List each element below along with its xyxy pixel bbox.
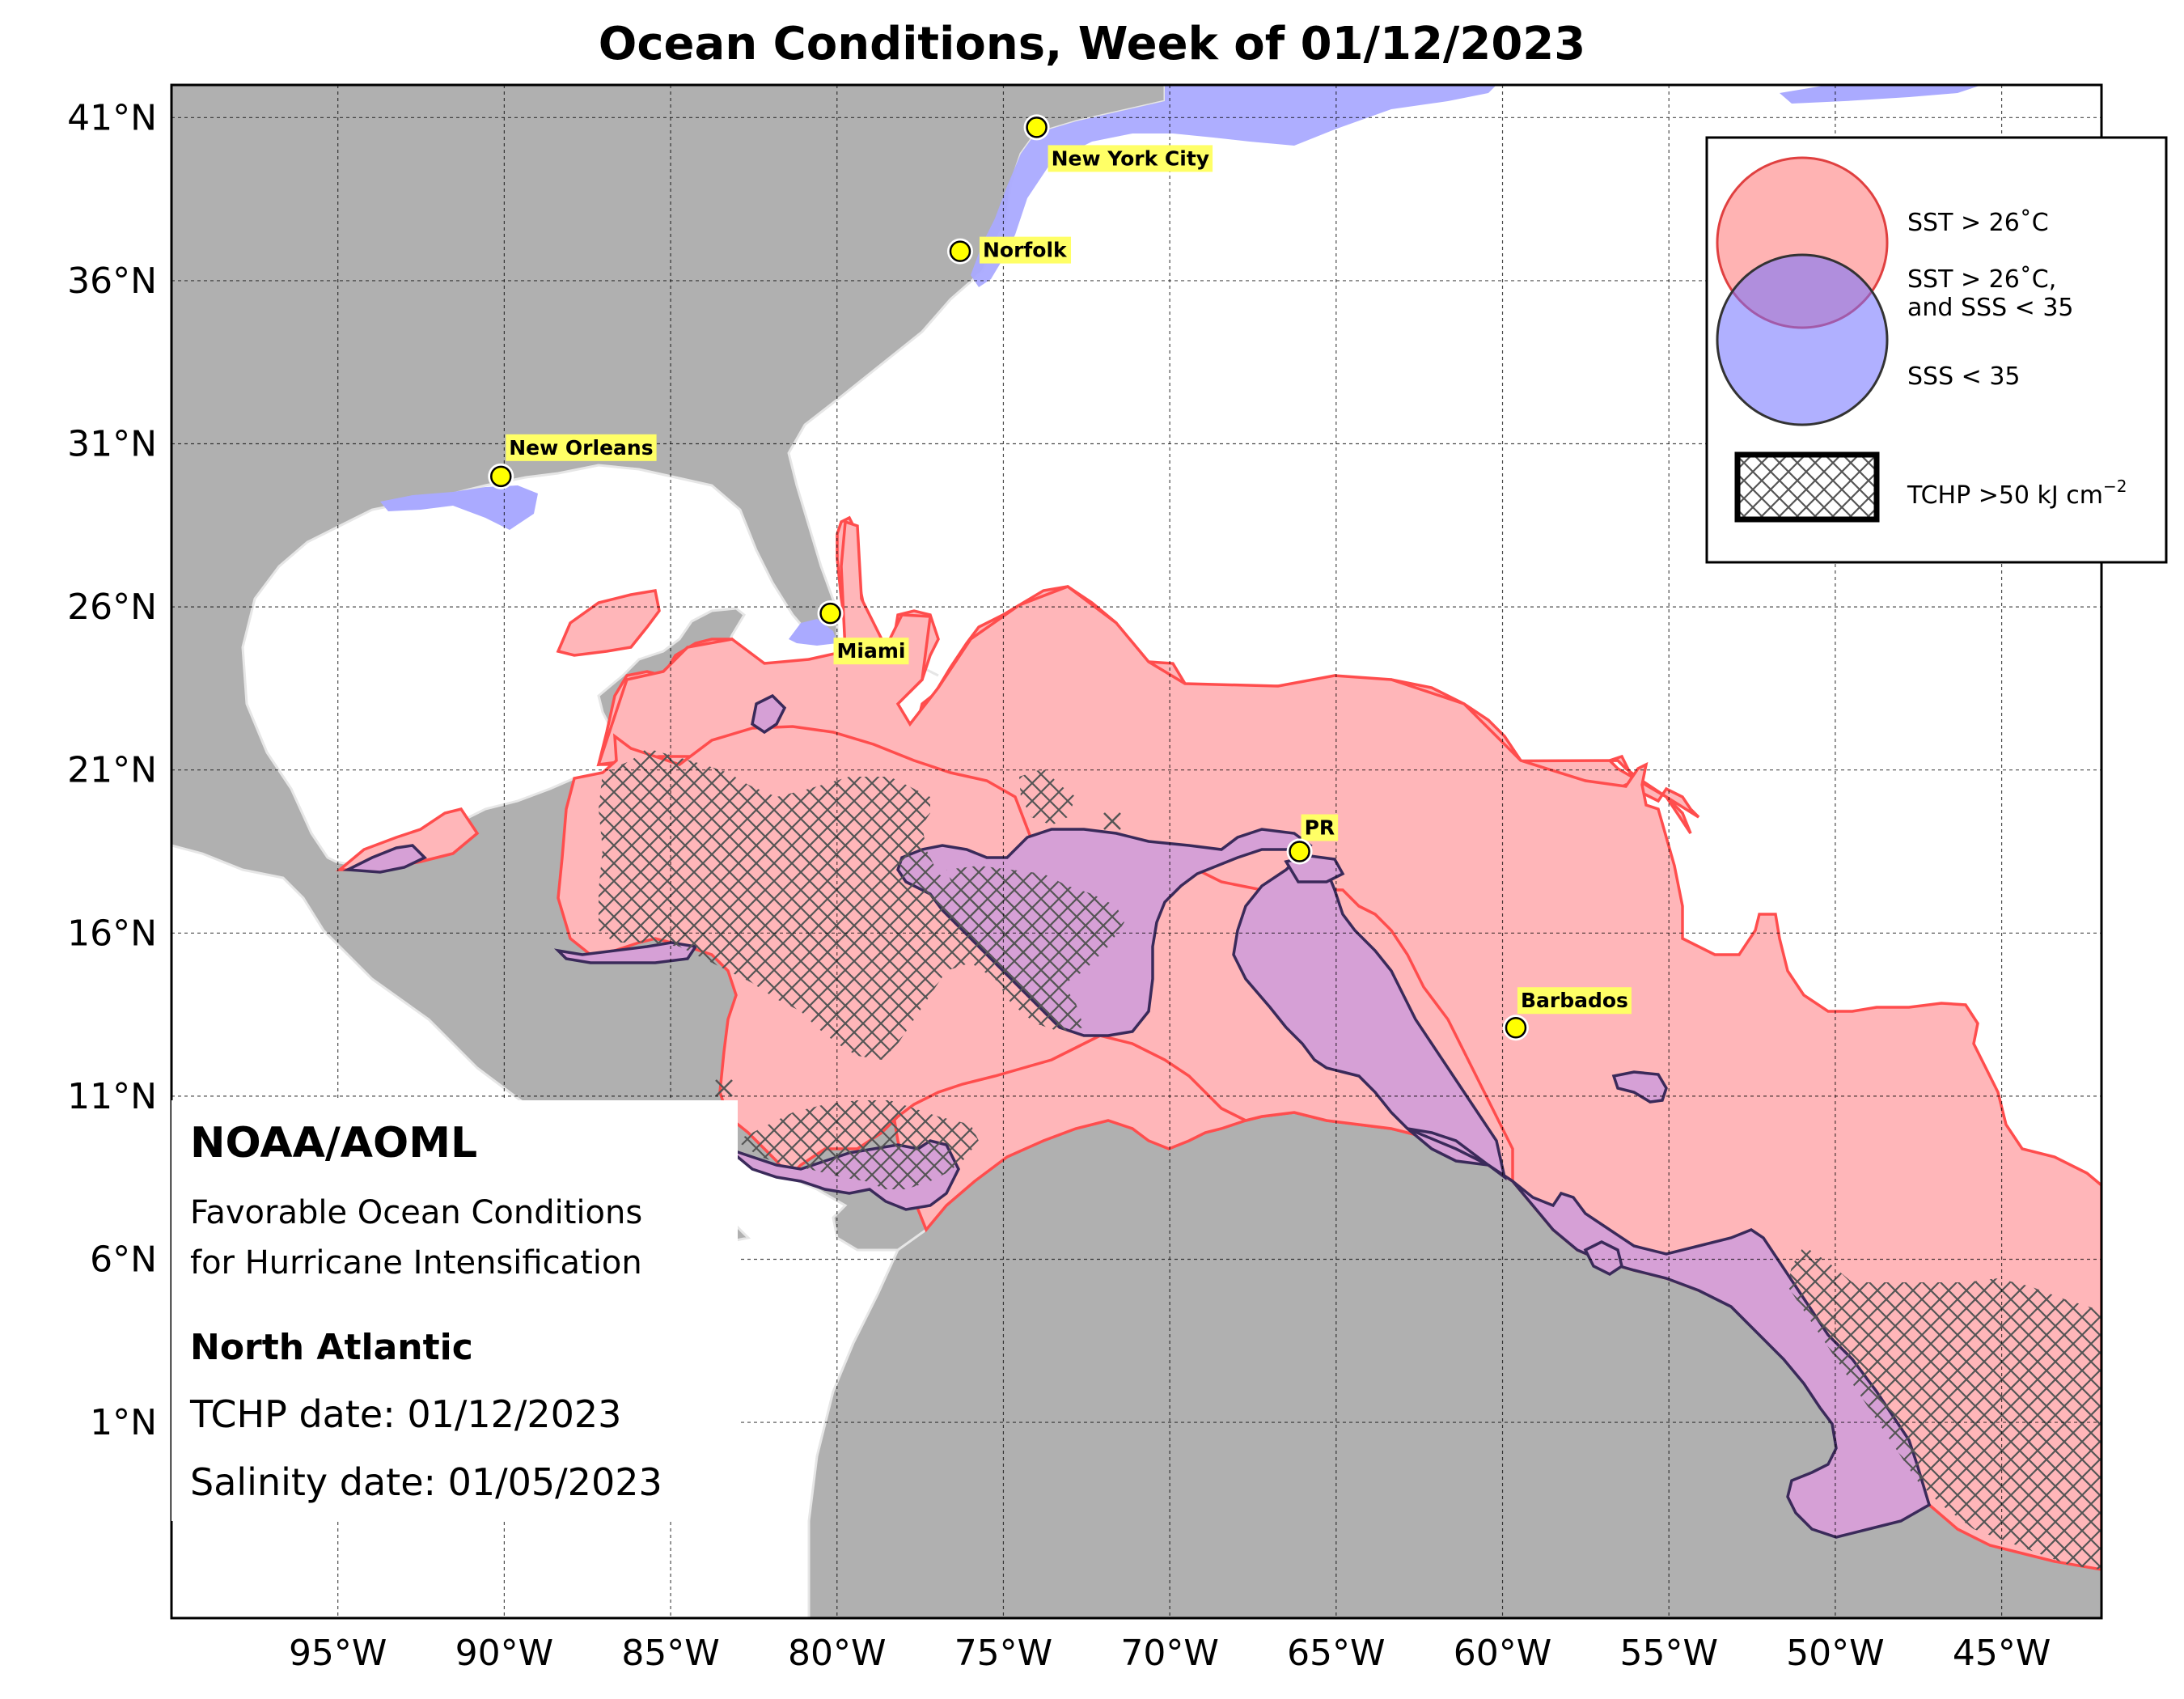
city-label: PR [1305,816,1335,840]
tchp-region-colombia [736,1100,979,1189]
city-label-background [979,236,1072,264]
latitude-tick-label: 26°N [67,587,157,628]
city-marker: New Orleans [488,434,657,489]
city-dot [949,240,971,262]
longitude-tick-label: 90°W [455,1633,554,1674]
longitude-tick-label: 60°W [1454,1633,1552,1674]
city-label: Barbados [1521,989,1628,1012]
legend-tchp-label: TCHP >50 kJ cm−2 [1907,477,2127,510]
tchp-region-south-atlantic [1788,1246,2101,1570]
city-marker: PR [1286,814,1339,865]
longitude-tick-label: 45°W [1953,1633,2051,1674]
map-title: Ocean Conditions, Week of 01/12/2023 [598,18,1586,70]
legend-overlap-label-line2: and SSS < 35 [1907,294,2074,322]
sss-region-miami [789,619,837,646]
city-dot [819,602,841,625]
city-dot [1289,841,1310,862]
city-marker: Barbados [1502,987,1632,1041]
longitude-tick-label: 75°W [954,1633,1053,1674]
city-label-background [1301,814,1339,841]
overlap-region-gulf-west [342,844,427,874]
city-dot [490,465,512,488]
city-label-background [1517,987,1632,1015]
latitude-tick-label: 31°N [67,424,157,465]
latitude-tick-label: 36°N [67,261,157,302]
legend-tchp-exponent: −2 [2103,477,2127,496]
sss-region-northeast-coast [971,85,1496,287]
city-label: Miami [837,639,906,663]
city-label: New York City [1052,146,1209,170]
tchp-region-haiti-south [946,866,1124,995]
city-label: Norfolk [983,239,1068,262]
latitude-tick-label: 11°N [67,1076,157,1117]
city-marker: Miami [817,600,909,665]
plot-frame [170,83,2103,1620]
info-panel: NOAA/AOML Favorable Ocean Conditions for… [171,1100,738,1521]
region-label: North Atlantic [190,1327,473,1368]
tchp-date: TCHP date: 01/12/2023 [189,1392,621,1436]
legend-sss-label: SSS < 35 [1907,362,2021,391]
longitude-tick-label: 85°W [621,1633,720,1674]
legend-overlap-label-line1: SST > 26˚C, [1907,265,2056,294]
overlap-region-florida [751,693,787,735]
legend-tchp-swatch [1734,451,1880,523]
info-panel-background [171,1100,738,1521]
description-line-1: Favorable Ocean Conditions [190,1194,642,1231]
tchp-small-marks [715,812,1121,1097]
longitude-tick-label: 50°W [1786,1633,1885,1674]
legend-sss-circle [1716,253,1889,426]
city-marker: New York City [1023,114,1213,172]
city-label-background [833,638,909,665]
longitude-tick-label: 95°W [289,1633,387,1674]
longitude-tick-label: 65°W [1287,1633,1386,1674]
city-label: New Orleans [509,436,653,460]
sss-region-louisiana [380,485,538,530]
city-markers: New York City Norfolk New Orleans Miami PR Ba… [488,114,1632,1041]
city-label-background [506,434,657,461]
latitude-tick-label: 21°N [67,750,157,791]
overlap-region-guiana-islet [1583,1240,1623,1277]
latitude-tick-label: 16°N [67,913,157,954]
longitude-tick-label: 55°W [1619,1633,1718,1674]
sss-region-far-northeast [1780,85,1982,104]
legend-tchp-text: TCHP >50 kJ cm [1907,481,2103,510]
overlap-region-barbados-east [1611,1070,1668,1104]
latitude-tick-label: 41°N [67,97,157,138]
longitude-tick-labels: 95°W 90°W 85°W 80°W 75°W 70°W 65°W 60°W 55°W 50°W… [289,1633,2051,1674]
salinity-date: Salinity date: 01/05/2023 [190,1460,662,1504]
tchp-region-western-caribbean [599,748,1084,1060]
city-dot [1505,1016,1527,1039]
city-dot [1026,117,1048,138]
description-line-2: for Hurricane Intensification [190,1244,642,1282]
longitude-tick-label: 70°W [1120,1633,1219,1674]
latitude-tick-label: 1°N [90,1402,157,1443]
city-marker: Norfolk [946,236,1072,265]
longitude-tick-label: 80°W [788,1633,887,1674]
tchp-region-cayman [1019,769,1076,825]
org-label: NOAA/AOML [190,1119,477,1167]
latitude-tick-label: 6°N [90,1239,157,1280]
legend-sst-label: SST > 26˚C [1907,209,2049,237]
latitude-tick-labels: 41°N 36°N 31°N 26°N 21°N 16°N 11°N 6°N 1°N [67,97,157,1443]
legend: SST > 26˚C SST > 26˚C, and SSS < 35 SSS … [1705,136,2168,564]
city-label-background [1048,145,1213,172]
